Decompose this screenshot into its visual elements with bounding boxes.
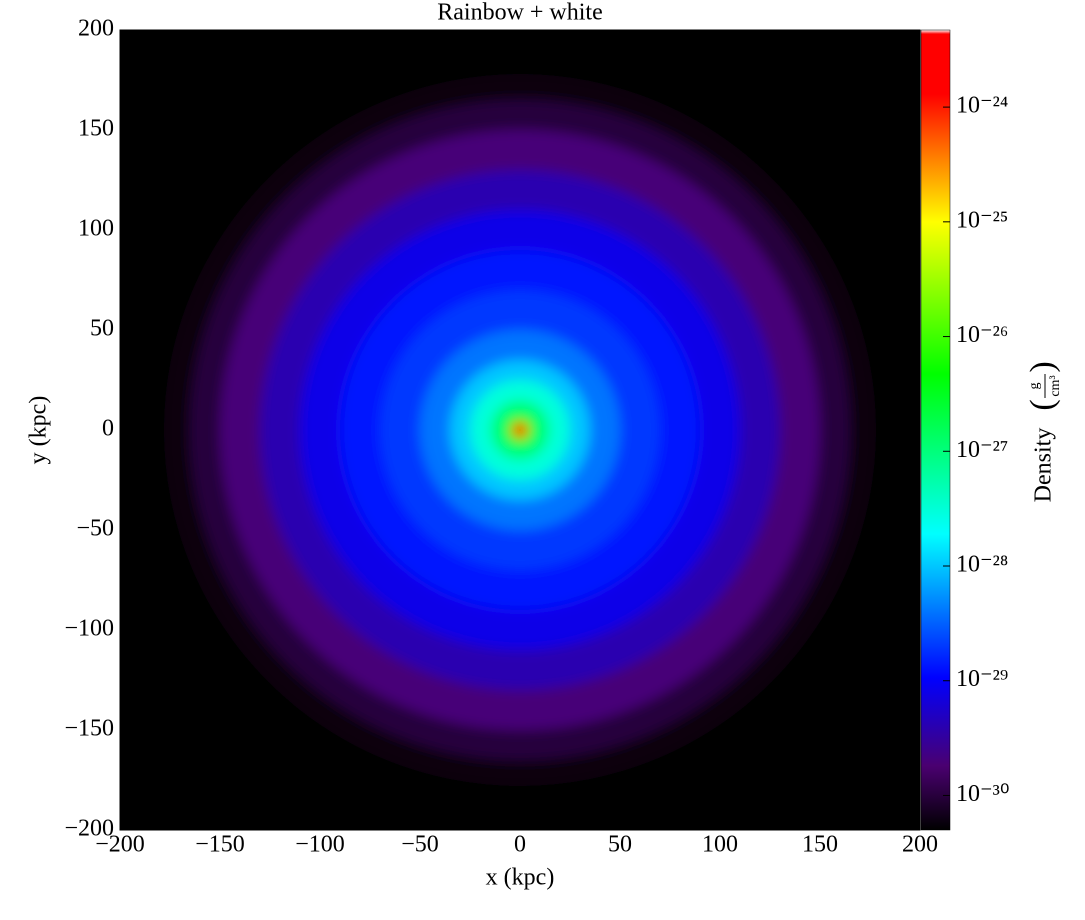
y-tick-label: −50 <box>76 516 114 542</box>
x-tick-label: 100 <box>702 832 738 858</box>
density-ring <box>512 422 528 438</box>
y-tick-label: 50 <box>90 316 114 342</box>
y-axis-label: y (kpc) <box>26 396 52 465</box>
x-tick-label: 200 <box>902 832 938 858</box>
colorbar-tick-label: 10⁻²⁷ <box>956 437 1008 463</box>
y-tick-label: −100 <box>64 616 114 642</box>
colorbar-title: Density ( g cm³ ) <box>1024 361 1063 502</box>
y-tick-label: 150 <box>78 116 114 142</box>
colorbar-tick-label: 10⁻³⁰ <box>956 781 1009 807</box>
y-tick-label: −200 <box>64 816 114 842</box>
x-tick-label: 150 <box>802 832 838 858</box>
density-image <box>164 74 876 786</box>
colorbar-tick-label: 10⁻²⁸ <box>956 552 1008 578</box>
colorbar-tick-label: 10⁻²⁴ <box>956 93 1008 119</box>
colorbar-tick-label: 10⁻²⁶ <box>956 322 1008 348</box>
colorbar-tick-label: 10⁻²⁹ <box>956 666 1008 692</box>
x-tick-label: −100 <box>295 832 345 858</box>
y-tick-label: −150 <box>64 716 114 742</box>
units-numerator: g <box>1027 383 1042 390</box>
paren: ) <box>1024 361 1061 372</box>
y-tick-label: 100 <box>78 216 114 242</box>
paren: ( <box>1024 399 1061 410</box>
x-tick-label: 0 <box>514 832 526 858</box>
colorbar-label: Density <box>1031 428 1057 503</box>
x-tick-label: −200 <box>95 832 145 858</box>
y-tick-label: 200 <box>78 16 114 42</box>
chart-title: Rainbow + white <box>437 0 603 26</box>
x-tick-label: −50 <box>401 832 439 858</box>
colorbar-tick-label: 10⁻²⁵ <box>956 207 1008 233</box>
x-axis-label: x (kpc) <box>486 865 555 891</box>
colorbar <box>920 29 951 831</box>
x-tick-label: 50 <box>608 832 632 858</box>
y-tick-label: 0 <box>102 416 114 442</box>
units-denominator: cm³ <box>1048 375 1063 396</box>
x-tick-label: −150 <box>195 832 245 858</box>
